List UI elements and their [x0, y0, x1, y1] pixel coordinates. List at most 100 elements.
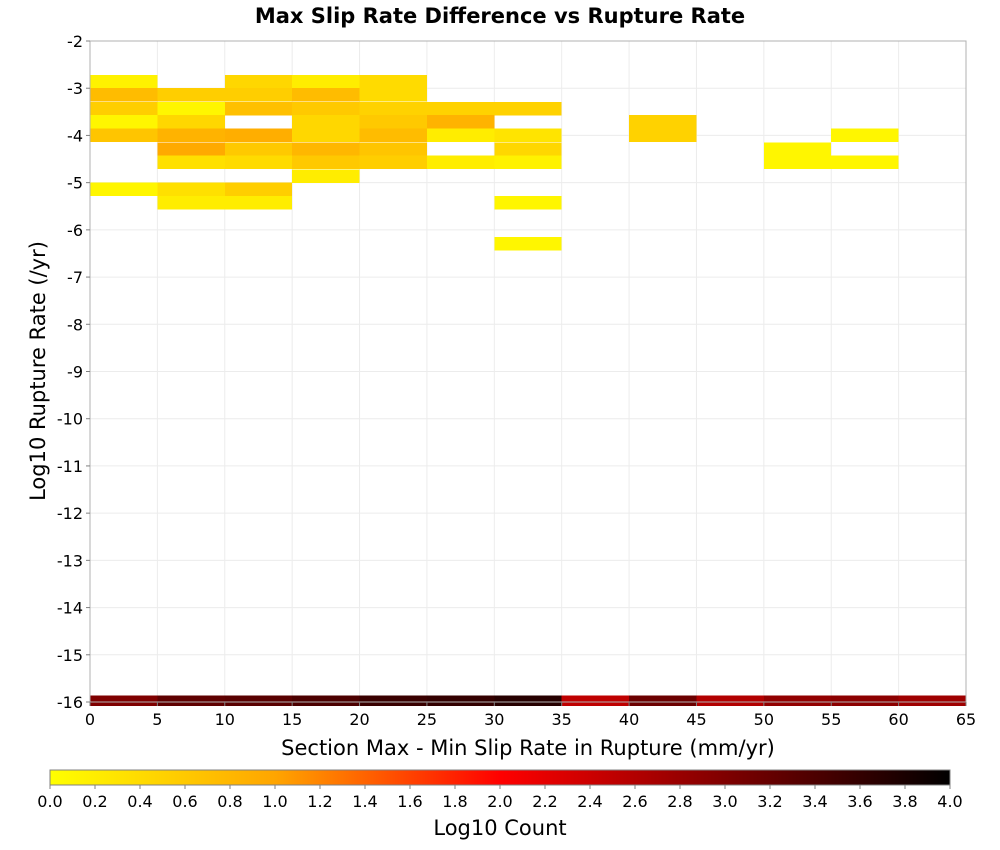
- heatmap-cell: [90, 128, 158, 143]
- heatmap-cell: [292, 128, 360, 143]
- heatmap-cell: [157, 142, 225, 156]
- heatmap-cell: [763, 695, 832, 706]
- y-tick-label: -9: [67, 363, 83, 382]
- heatmap-cell: [763, 142, 832, 156]
- heatmap-cell: [90, 101, 158, 116]
- heatmap-cell: [359, 695, 427, 706]
- x-tick-label: 45: [686, 710, 706, 729]
- x-tick-label: 25: [417, 710, 437, 729]
- heatmap-cell: [224, 88, 293, 102]
- colorbar-tick-label: 3.2: [757, 792, 782, 811]
- heatmap-cell: [292, 114, 360, 129]
- heatmap-cell: [224, 128, 293, 143]
- y-tick-label: -6: [67, 221, 83, 240]
- colorbar-tick-label: 0.0: [37, 792, 62, 811]
- colorbar-tick-label: 1.2: [307, 792, 332, 811]
- y-axis-title: Log10 Rupture Rate (/yr): [26, 241, 50, 501]
- colorbar-tick-label: 2.4: [577, 792, 602, 811]
- x-tick-label: 40: [619, 710, 639, 729]
- heatmap-cell: [90, 114, 158, 129]
- heatmap-cell: [629, 128, 697, 143]
- heatmap-cell: [157, 101, 225, 116]
- x-tick-label: 20: [349, 710, 369, 729]
- x-tick-label: 0: [85, 710, 95, 729]
- heatmap-cell: [157, 114, 225, 129]
- heatmap-cell: [359, 101, 427, 116]
- heatmap-cell: [359, 114, 427, 129]
- y-tick-label: -11: [57, 457, 83, 476]
- heatmap-cell: [494, 101, 562, 116]
- heatmap-cell: [696, 695, 764, 706]
- heatmap-cell: [292, 88, 360, 102]
- heatmap-cell: [426, 695, 495, 706]
- colorbar-tick-label: 0.8: [217, 792, 242, 811]
- colorbar-tick-label: 2.2: [532, 792, 557, 811]
- y-tick-label: -16: [57, 693, 83, 712]
- colorbar-tick-label: 0.6: [172, 792, 197, 811]
- heatmap-cell: [90, 88, 158, 102]
- heatmap-cell: [898, 695, 966, 706]
- heatmap-cells: [90, 74, 966, 706]
- y-tick-label: -7: [67, 268, 83, 287]
- heatmap-cell: [224, 155, 293, 170]
- colorbar-tick-label: 2.6: [622, 792, 647, 811]
- x-tick-label: 65: [956, 710, 976, 729]
- x-axis-ticks: 0 5 10 15 20 25 30 35 40 45 50 55 60 65: [85, 702, 976, 729]
- heatmap-cell: [494, 155, 562, 170]
- heatmap-cell: [157, 182, 225, 196]
- colorbar-tick-label: 0.4: [127, 792, 152, 811]
- x-tick-label: 60: [888, 710, 908, 729]
- x-tick-label: 35: [552, 710, 572, 729]
- heatmap-cell: [157, 155, 225, 170]
- heatmap-cell: [426, 101, 495, 116]
- heatmap-cell: [224, 101, 293, 116]
- heatmap-cell: [224, 74, 293, 89]
- y-tick-label: -14: [57, 599, 83, 618]
- heatmap-cell: [561, 695, 630, 706]
- heatmap-cell: [292, 155, 360, 170]
- chart-title: Max Slip Rate Difference vs Rupture Rate: [255, 4, 745, 28]
- x-axis-title: Section Max - Min Slip Rate in Rupture (…: [281, 736, 775, 760]
- y-tick-label: -5: [67, 174, 83, 193]
- x-tick-label: 30: [484, 710, 504, 729]
- heatmap-cell: [292, 101, 360, 116]
- heatmap-cell: [157, 695, 225, 706]
- colorbar: [49, 769, 951, 786]
- heatmap-cell: [831, 155, 899, 170]
- colorbar-tick-label: 2.0: [487, 792, 512, 811]
- heatmap-cell: [629, 114, 697, 129]
- heatmap-cell: [831, 695, 899, 706]
- x-tick-label: 5: [152, 710, 162, 729]
- heatmap-cell: [359, 88, 427, 102]
- heatmap-cell: [292, 169, 360, 183]
- heatmap-cell: [224, 182, 293, 196]
- x-tick-label: 10: [215, 710, 235, 729]
- heatmap-cell: [157, 196, 225, 210]
- heatmap-cell: [494, 695, 562, 706]
- heatmap-cell: [224, 196, 293, 210]
- heatmap-cell: [90, 695, 158, 706]
- heatmap-cell: [426, 128, 495, 143]
- y-axis-ticks: -2 -3 -4 -5 -6 -7 -8 -9 -10 -11 -12 -13 -14 -15 -16: [57, 32, 90, 712]
- heatmap-cell: [292, 142, 360, 156]
- heatmap-cell: [224, 142, 293, 156]
- heatmap-cell: [494, 128, 562, 143]
- heatmap-cell: [426, 155, 495, 170]
- colorbar-tick-label: 3.4: [802, 792, 827, 811]
- x-tick-label: 55: [821, 710, 841, 729]
- heatmap-cell: [494, 142, 562, 156]
- colorbar-tick-label: 1.0: [262, 792, 287, 811]
- x-tick-label: 15: [282, 710, 302, 729]
- colorbar-tick-label: 3.8: [892, 792, 917, 811]
- colorbar-tick-label: 4.0: [937, 792, 962, 811]
- y-tick-label: -15: [57, 646, 83, 665]
- colorbar-tick-label: 3.6: [847, 792, 872, 811]
- heatmap-cell: [157, 128, 225, 143]
- colorbar-label: Log10 Count: [433, 816, 566, 840]
- heatmap-cell: [494, 236, 562, 251]
- heatmap-cell: [359, 142, 427, 156]
- colorbar-tick-label: 3.0: [712, 792, 737, 811]
- heatmap-cell: [494, 196, 562, 210]
- y-tick-label: -12: [57, 504, 83, 523]
